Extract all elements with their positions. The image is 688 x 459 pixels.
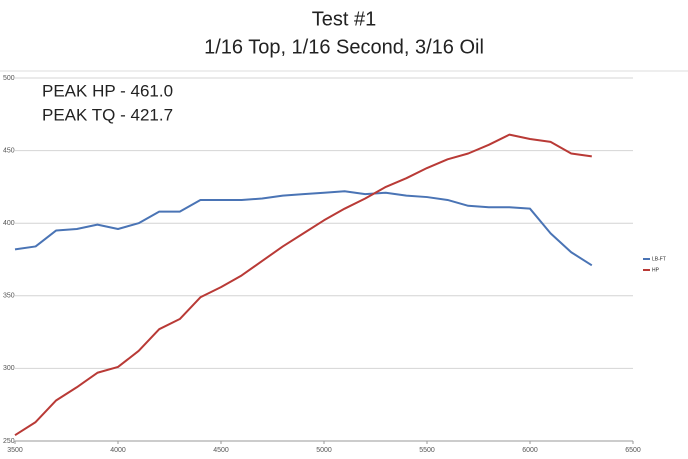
y-tick-label: 300: [3, 365, 15, 372]
x-tick-label: 4500: [213, 447, 229, 454]
y-tick-label: 400: [3, 220, 15, 227]
y-tick-label: 450: [3, 147, 15, 154]
x-tick-label: 3500: [7, 447, 23, 454]
x-tick-label: 5500: [419, 447, 435, 454]
annotation: PEAK HP - 461.0: [42, 81, 173, 100]
x-tick-label: 4000: [110, 447, 126, 454]
line-series: [14, 190, 593, 267]
legend-label: LB-FT: [652, 256, 666, 262]
legend-label: HP: [652, 267, 660, 273]
chart-subtitle: 1/16 Top, 1/16 Second, 3/16 Oil: [204, 36, 484, 58]
x-tick-label: 6500: [625, 447, 641, 454]
line-series: [14, 133, 592, 437]
y-tick-label: 250: [3, 438, 15, 445]
x-tick-label: 5000: [316, 447, 332, 454]
y-tick-label: 350: [3, 293, 15, 300]
annotation: PEAK TQ - 421.7: [42, 105, 173, 124]
y-tick-label: 500: [3, 75, 15, 82]
x-tick-label: 6000: [522, 447, 538, 454]
chart-title: Test #1: [312, 8, 376, 30]
